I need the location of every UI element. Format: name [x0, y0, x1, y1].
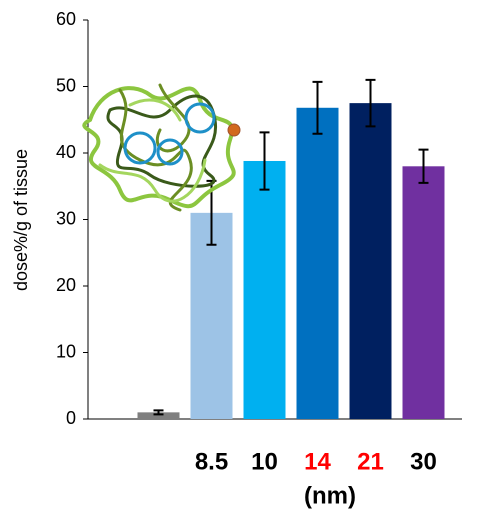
error-bar [418, 148, 429, 184]
y-tick-label: 0 [66, 408, 76, 428]
y-tick-label: 30 [56, 208, 76, 228]
x-tick-label: 30 [410, 448, 437, 475]
bar [137, 412, 180, 419]
y-tick-label: 60 [56, 9, 76, 29]
x-tick-label: 8.5 [195, 448, 228, 475]
error-bar [153, 409, 164, 416]
error-bar [259, 131, 270, 191]
error-bar [312, 80, 323, 135]
y-axis-label: dose%/g of tissue [11, 149, 31, 291]
y-tick-label: 40 [56, 142, 76, 162]
bar [190, 212, 233, 419]
x-tick-label: 14 [304, 448, 331, 475]
y-tick-label: 20 [56, 275, 76, 295]
bar [402, 166, 445, 419]
x-tick-label: 21 [357, 448, 384, 475]
y-tick-label: 10 [56, 341, 76, 361]
bar [243, 160, 286, 420]
protein-illustration [82, 83, 241, 212]
bar [296, 107, 339, 419]
y-tick-label: 50 [56, 75, 76, 95]
x-tick-label: 10 [251, 448, 278, 475]
error-bar [365, 78, 376, 128]
x-axis-label: (nm) [304, 482, 356, 509]
bar [349, 103, 392, 419]
